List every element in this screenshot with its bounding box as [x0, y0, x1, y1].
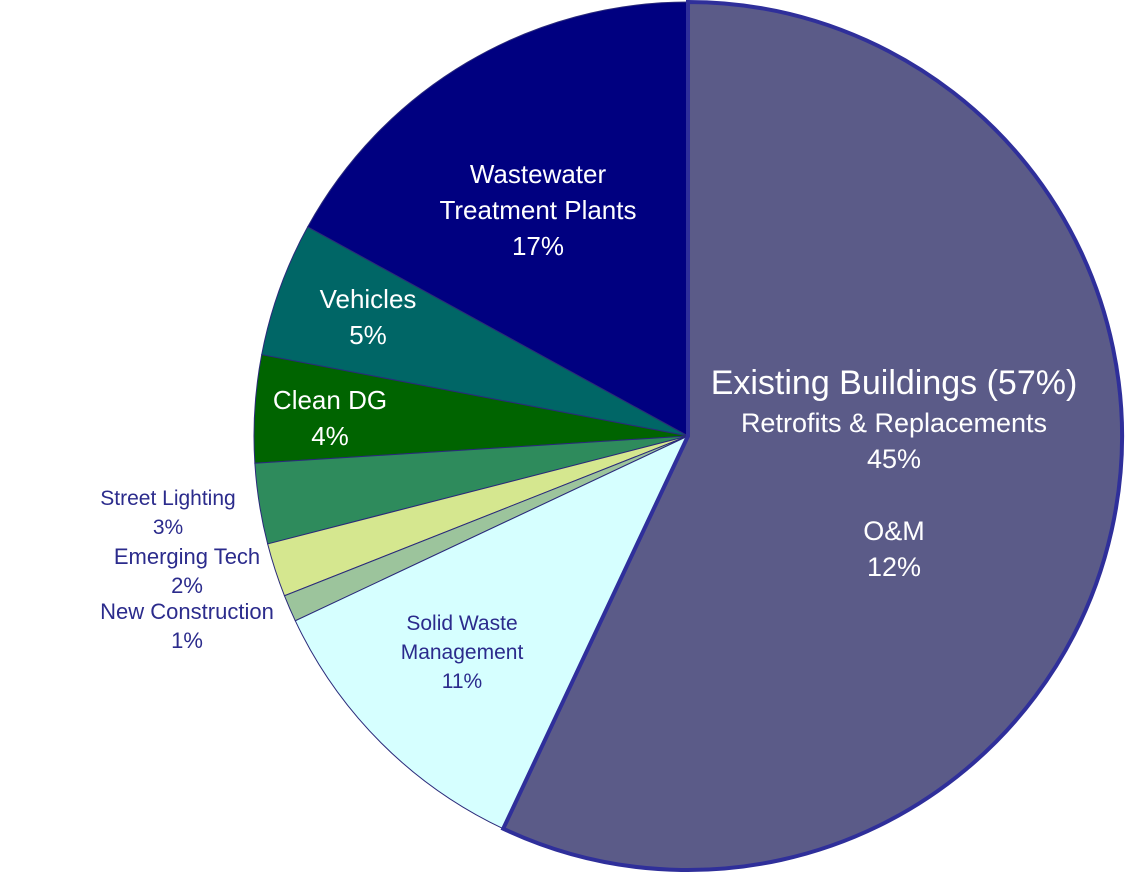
pie-label-existing-buildings-line-5: 12% [867, 552, 921, 582]
pie-label-existing-buildings-line-2: 45% [867, 444, 921, 474]
pie-label-street-lighting: Street Lighting 3% [100, 487, 235, 539]
pie-label-existing-buildings-line-1: Retrofits & Replacements [741, 408, 1047, 438]
pie-label-new-construction: New Construction 1% [100, 599, 274, 653]
pie-label-clean-dg: Clean DG 4% [273, 385, 387, 451]
pie-labels: Existing Buildings (57%) Retrofits & Repl… [100, 159, 1077, 693]
pie-label-solid-waste-management-line-0: Solid Waste [406, 612, 517, 635]
pie-label-vehicles-line-1: 5% [349, 320, 387, 350]
pie-label-clean-dg-line-1: 4% [311, 421, 349, 451]
pie-label-wastewater-treatment-plants: Wastewater Treatment Plants 17% [439, 159, 636, 261]
pie-label-new-construction-line-1: 1% [171, 628, 203, 653]
pie-label-emerging-tech-line-1: 2% [171, 573, 203, 598]
pie-label-vehicles-line-0: Vehicles [320, 284, 417, 314]
pie-label-solid-waste-management: Solid Waste Management 11% [401, 612, 524, 693]
pie-slice-solid-waste-management [294, 434, 690, 830]
pie-label-wastewater-treatment-plants-line-1: Treatment Plants [439, 195, 636, 225]
pie-label-vehicles: Vehicles 5% [320, 284, 417, 350]
pie-label-solid-waste-management-line-2: 11% [442, 670, 482, 693]
pie-label-wastewater-treatment-plants-line-2: 17% [512, 231, 564, 261]
pie-label-emerging-tech: Emerging Tech 2% [114, 544, 260, 598]
pie-label-clean-dg-line-0: Clean DG [273, 385, 387, 415]
pie-slice-wastewater-treatment-plants [307, 1, 689, 437]
pie-label-new-construction-line-0: New Construction [100, 599, 274, 624]
pie-label-existing-buildings: Existing Buildings (57%) Retrofits & Repl… [711, 364, 1078, 582]
pie-label-existing-buildings-line-4: O&M [863, 516, 925, 546]
pie-label-emerging-tech-line-0: Emerging Tech [114, 544, 260, 569]
pie-slice-existing-buildings [500, 0, 1124, 872]
pie-label-street-lighting-line-1: 3% [153, 516, 183, 539]
pie-label-street-lighting-line-0: Street Lighting [100, 487, 235, 510]
pie-label-existing-buildings-line-0: Existing Buildings (57%) [711, 364, 1078, 402]
pie-label-solid-waste-management-line-1: Management [401, 641, 524, 664]
pie-slices [253, 0, 1124, 872]
pie-label-wastewater-treatment-plants-line-0: Wastewater [470, 159, 607, 189]
